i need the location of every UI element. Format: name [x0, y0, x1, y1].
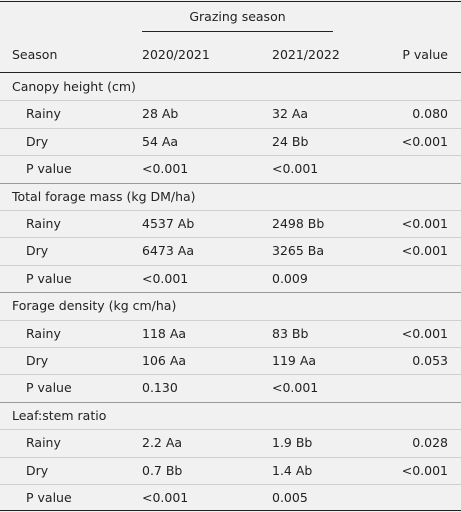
- cell: 0.009: [272, 270, 308, 286]
- cell: <0.001: [401, 325, 448, 341]
- cell: <0.001: [142, 270, 189, 286]
- section-title: Forage density (kg cm/ha): [12, 298, 177, 314]
- cell: <0.001: [142, 161, 189, 177]
- cell: 1.4 Ab: [272, 462, 313, 478]
- row-label: P value: [26, 380, 72, 396]
- cell: 0.053: [412, 353, 448, 368]
- row-label: Rainy: [26, 435, 61, 451]
- cell: 24 Bb: [272, 133, 309, 149]
- row-label: P value: [26, 270, 72, 286]
- row-line: [0, 484, 461, 485]
- row-label: P value: [26, 490, 72, 505]
- section-title: Leaf:stem ratio: [12, 407, 107, 423]
- cell: <0.001: [272, 380, 319, 396]
- cell: 0.7 Bb: [142, 462, 183, 478]
- cell: 0.080: [412, 106, 448, 122]
- row-label: Dry: [26, 133, 49, 149]
- cell: 0.130: [142, 380, 178, 396]
- cell: 54 Aa: [142, 133, 179, 149]
- row-line: [0, 237, 461, 239]
- cell: <0.001: [401, 243, 448, 259]
- cell: 106 Aa: [142, 353, 187, 368]
- row-line: [0, 347, 461, 348]
- cell: 118 Aa: [142, 325, 187, 341]
- header-rule: [0, 72, 461, 73]
- row-line: [0, 292, 461, 294]
- top-rule: [0, 1, 461, 2]
- cell: 1.9 Bb: [272, 435, 313, 451]
- column-header: P value: [402, 47, 448, 62]
- cell: <0.001: [401, 462, 448, 478]
- row-line: [0, 182, 461, 184]
- cell: 2.2 Aa: [142, 435, 183, 451]
- cell: 2498 Bb: [272, 216, 325, 231]
- cell: 83 Bb: [272, 325, 309, 341]
- row-label: P value: [26, 161, 72, 177]
- cell: <0.001: [142, 490, 189, 505]
- row-line: [0, 210, 461, 211]
- row-line: [0, 429, 461, 431]
- row-line: [0, 127, 461, 129]
- column-header: 2020/2021: [142, 47, 210, 62]
- row-line: [0, 155, 461, 157]
- spanner-header: Grazing season: [189, 9, 286, 24]
- row-label: Rainy: [26, 216, 61, 231]
- row-label: Dry: [26, 353, 49, 368]
- cell: <0.001: [401, 216, 448, 231]
- cell: <0.001: [272, 161, 319, 177]
- row-line: [0, 374, 461, 376]
- column-header: 2021/2022: [272, 47, 340, 62]
- row-line: [0, 319, 461, 321]
- row-label: Dry: [26, 462, 49, 478]
- column-header: Season: [12, 47, 58, 62]
- cell: 119 Aa: [272, 353, 317, 368]
- spanner-rule: [142, 31, 333, 32]
- cell: 3265 Ba: [272, 243, 325, 259]
- row-line: [0, 264, 461, 266]
- row-line: [0, 456, 461, 458]
- cell: 6473 Aa: [142, 243, 194, 259]
- section-title: Canopy height (cm): [12, 79, 136, 94]
- bottom-rule: [0, 510, 461, 511]
- cell: 0.028: [412, 435, 448, 451]
- section-title: Total forage mass (kg DM/ha): [12, 188, 196, 204]
- cell: 28 Ab: [142, 106, 179, 122]
- cell: 32 Aa: [272, 106, 309, 122]
- row-label: Dry: [26, 243, 49, 259]
- cell: 4537 Ab: [142, 216, 195, 231]
- row-label: Rainy: [26, 106, 61, 122]
- row-label: Rainy: [26, 325, 61, 341]
- row-line: [0, 401, 461, 403]
- row-line: [0, 100, 461, 102]
- cell: 0.005: [272, 490, 308, 505]
- cell: <0.001: [401, 133, 448, 149]
